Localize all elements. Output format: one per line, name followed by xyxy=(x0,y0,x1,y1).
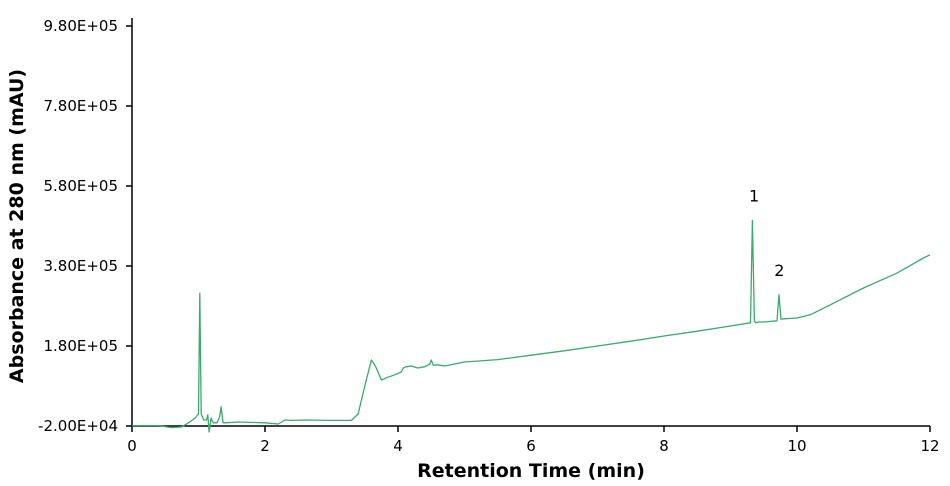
x-axis-title: Retention Time (min) xyxy=(417,460,645,482)
x-tick-label: 12 xyxy=(920,437,939,455)
y-axis-title: Absorbance at 280 nm (mAU) xyxy=(6,69,28,383)
y-tick-label: -2.00E+04 xyxy=(38,417,118,435)
y-tick-label: 7.80E+05 xyxy=(43,97,118,115)
chromatogram-trace xyxy=(132,219,931,433)
y-axis-ticks: -2.00E+04 1.80E+05 3.80E+05 5.80E+05 7.80E+0… xyxy=(38,17,132,435)
y-tick-label: 3.80E+05 xyxy=(43,257,118,275)
y-tick-label: 1.80E+05 xyxy=(43,337,118,355)
y-tick-label: 9.80E+05 xyxy=(43,17,118,35)
x-tick-label: 10 xyxy=(787,437,806,455)
peak-label: 1 xyxy=(749,186,759,205)
x-tick-label: 4 xyxy=(393,437,403,455)
x-tick-label: 8 xyxy=(659,437,669,455)
x-tick-label: 0 xyxy=(127,437,137,455)
peak-annotations: 12 xyxy=(749,186,784,279)
y-tick-label: 5.80E+05 xyxy=(43,177,118,195)
x-tick-label: 2 xyxy=(260,437,270,455)
x-axis-ticks: 0 2 4 6 8 10 12 xyxy=(127,426,940,455)
peak-label: 2 xyxy=(774,261,784,280)
x-tick-label: 6 xyxy=(526,437,536,455)
